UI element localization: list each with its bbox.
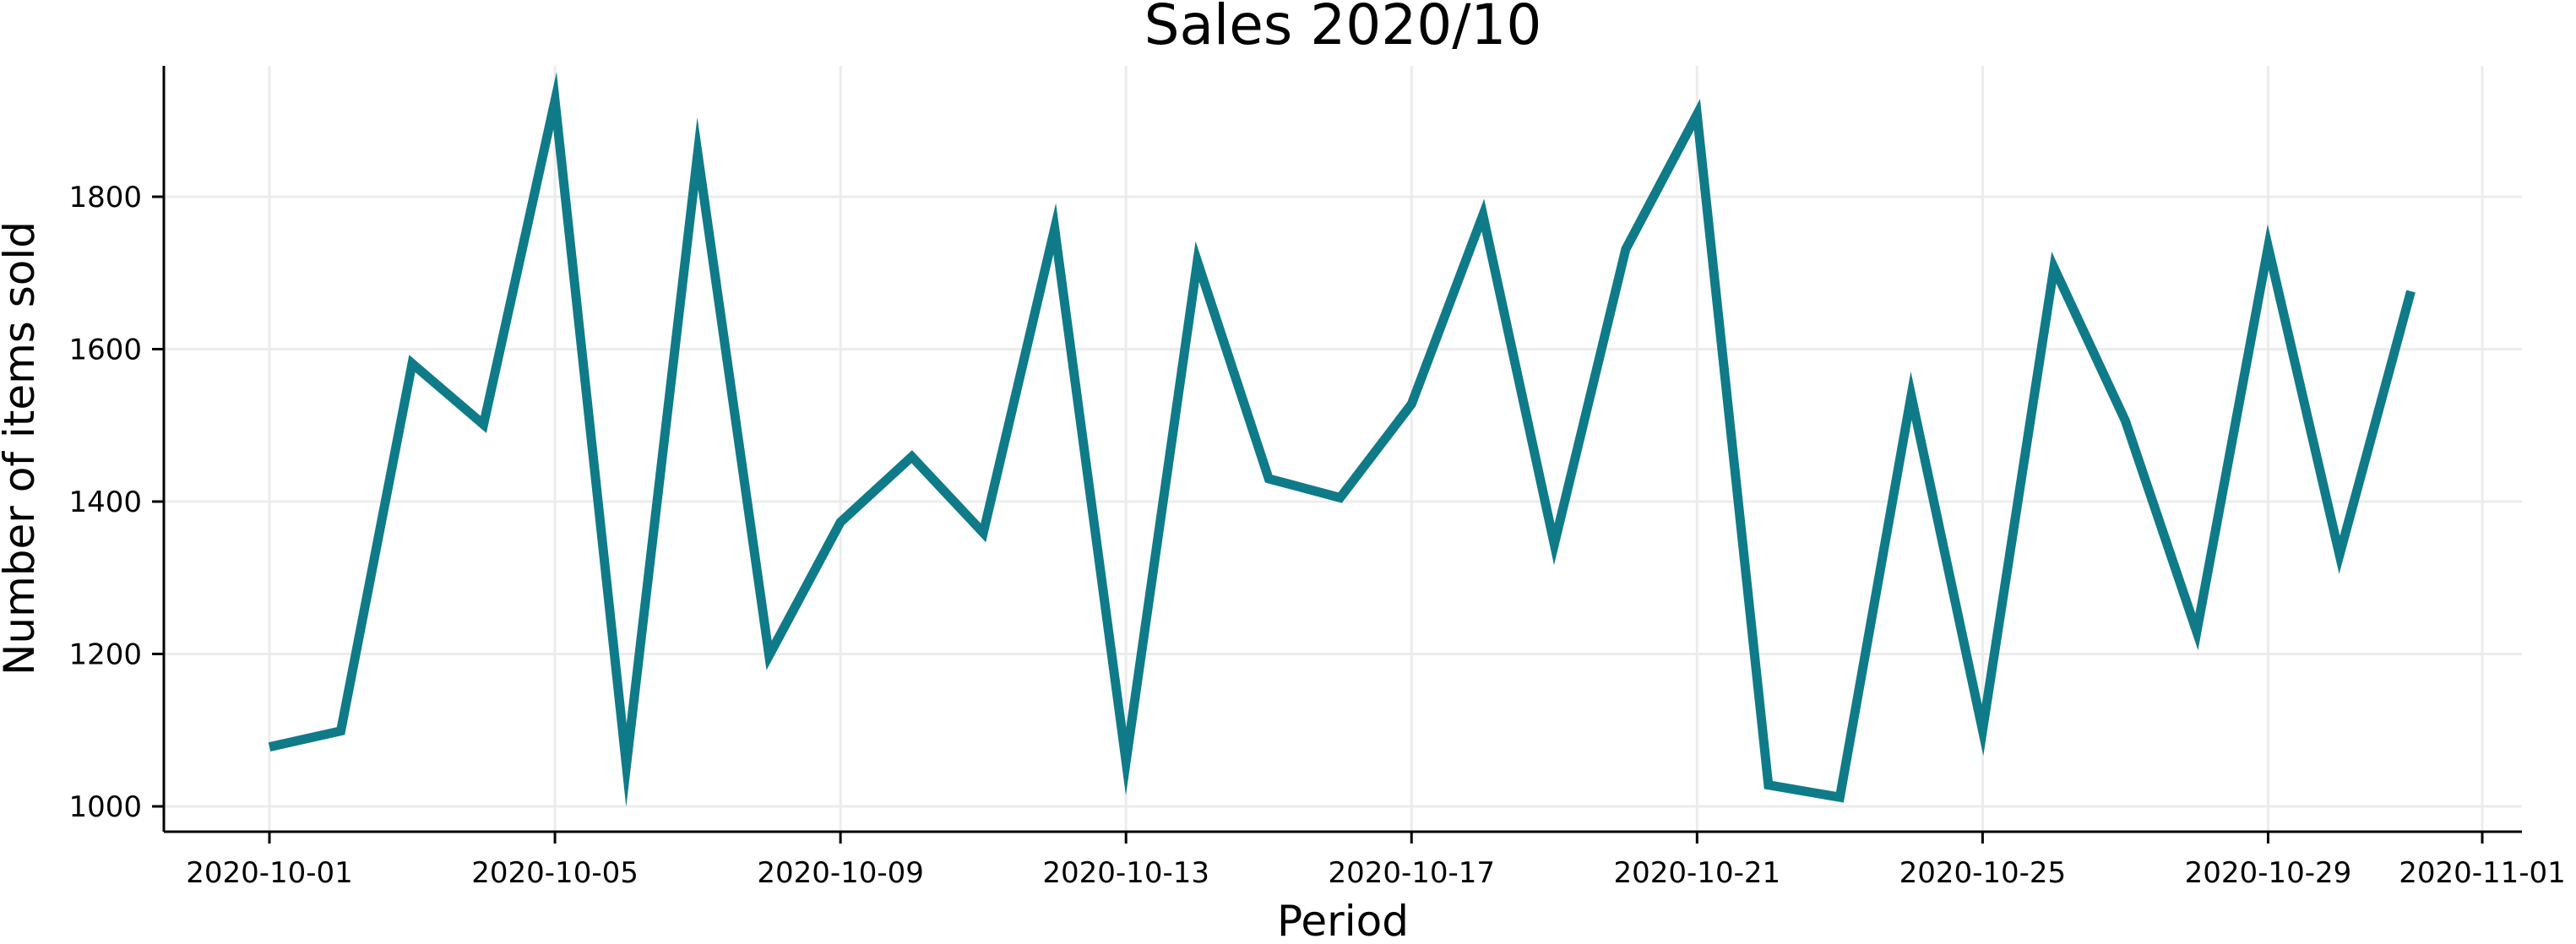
x-tick-label: 2020-10-17 [1328, 856, 1495, 890]
grid [164, 66, 2522, 832]
axes [162, 66, 2522, 833]
y-tick-label: 1000 [68, 790, 142, 824]
x-tick-label: 2020-10-25 [1899, 856, 2067, 890]
chart-title: Sales 2020/10 [1144, 0, 1542, 57]
series-group [268, 72, 2416, 807]
x-tick-label: 2020-11-01 [2399, 856, 2566, 890]
x-tick-label: 2020-10-29 [2185, 856, 2352, 890]
x-tick-label: 2020-10-01 [186, 856, 353, 890]
ticks: 1000 1200 1400 1600 1800 2020-10-01 2020-10-05… [68, 181, 2565, 890]
x-axis-label: Period [1277, 897, 1409, 944]
y-tick-label: 1400 [68, 486, 142, 519]
x-tick-label: 2020-10-09 [757, 856, 924, 890]
y-tick-label: 1800 [68, 181, 142, 214]
x-tick-label: 2020-10-13 [1042, 856, 1209, 890]
y-tick-label: 1200 [68, 638, 142, 672]
x-tick-label: 2020-10-21 [1614, 856, 1781, 890]
y-axis-label: Number of items sold [0, 221, 44, 675]
y-tick-label: 1600 [68, 334, 142, 367]
series-line [268, 72, 2416, 807]
x-tick-label: 2020-10-05 [471, 856, 639, 890]
